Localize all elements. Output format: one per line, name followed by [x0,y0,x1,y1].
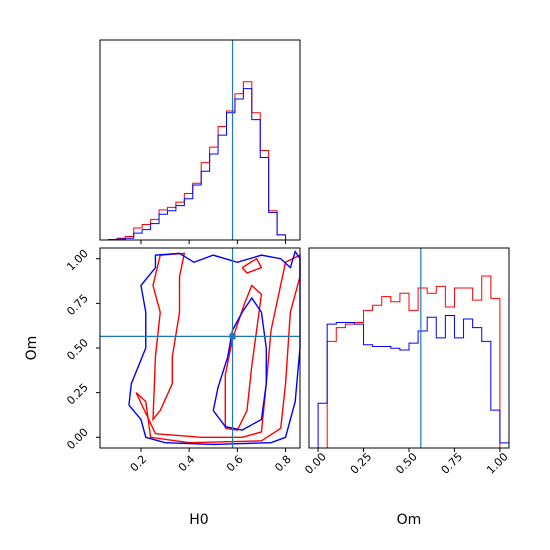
x-tick-label: 0.2 [128,453,150,475]
y-tick-label: 0.50 [64,336,91,363]
hist-om-panel: 0.00 0.25 0.50 0.75 1.00 [302,247,511,477]
histogram-series-line [309,315,510,449]
histogram-series-line [100,81,300,241]
panel-frame [99,39,301,241]
truth-marker [229,333,236,340]
contour-line [224,284,263,431]
hist-om-xlabel: Om [397,512,422,528]
contour-line [241,257,263,274]
x-tick-label: 0.00 [302,450,329,477]
x-tick-label: 0.75 [439,450,466,477]
y-tick-label: 1.00 [64,247,91,274]
x-tick-label: 0.50 [393,450,420,477]
hist-h0-panel [99,39,301,244]
x-tick-label: 0.8 [272,453,294,475]
y-tick-label: 0.25 [64,381,91,408]
contour-line [212,296,267,431]
contour-h0-om-panel: 0.2 0.4 0.6 0.8 0.00 0.25 0.50 0.75 1.00 [64,247,301,475]
contour-xlabel: H0 [189,512,208,528]
y-tick-label: 0.75 [64,292,91,319]
contour-line [135,254,301,444]
histogram-series-line [100,88,300,241]
histogram-series-line [309,275,509,449]
contour-line [128,249,301,446]
y-tick-label: 0.00 [64,426,91,453]
x-tick-label: 1.00 [484,450,511,477]
x-tick-label: 0.4 [176,453,198,475]
contour-ylabel: Om [24,336,40,361]
x-tick-label: 0.6 [224,453,246,475]
x-tick-label: 0.25 [348,450,375,477]
contour-line [152,252,186,422]
